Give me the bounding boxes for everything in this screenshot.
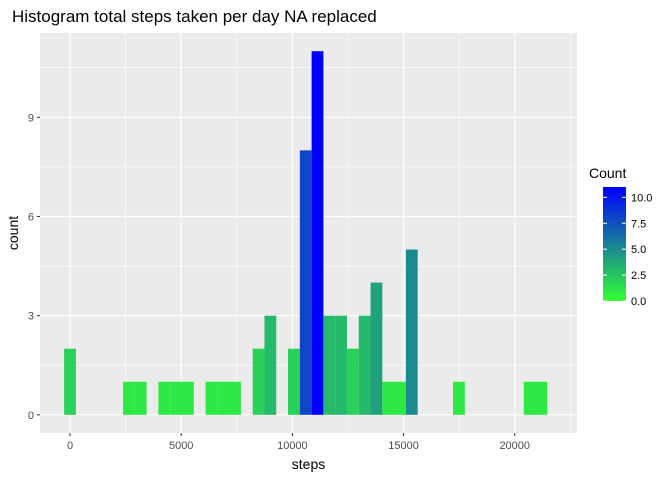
legend-tick-label: 2.5 xyxy=(631,270,646,282)
histogram-bar xyxy=(405,249,418,415)
histogram-bar xyxy=(535,381,548,415)
legend: Count 0.0 2.5 5.0 7.5 10.0 xyxy=(589,165,652,308)
histogram-bar xyxy=(346,348,359,415)
y-tick-label: 9 xyxy=(28,112,34,124)
histogram-bar xyxy=(64,348,76,415)
histogram-bar xyxy=(217,381,230,415)
histogram-bar xyxy=(229,381,241,415)
histogram-bar xyxy=(158,381,171,415)
histogram-bar xyxy=(523,381,536,415)
histogram-bar xyxy=(311,51,324,415)
legend-tick-label: 5.0 xyxy=(631,244,646,256)
histogram-bar xyxy=(205,381,218,415)
legend-colorbar xyxy=(603,187,626,301)
y-tick-label: 0 xyxy=(28,410,34,422)
histogram-bar xyxy=(299,150,312,415)
y-axis: 0 3 6 9 xyxy=(28,112,40,422)
histogram-bars xyxy=(64,51,548,415)
histogram-bar xyxy=(170,381,182,415)
y-axis-label: count xyxy=(5,216,21,250)
x-tick-label: 15000 xyxy=(388,440,419,452)
histogram-bar xyxy=(134,381,147,415)
legend-tick-label: 10.0 xyxy=(631,192,652,204)
x-tick-label: 10000 xyxy=(277,440,308,452)
legend-ticks: 0.0 2.5 5.0 7.5 10.0 xyxy=(603,192,652,308)
x-axis: 0 5000 10000 15000 20000 xyxy=(67,433,530,452)
y-tick-label: 6 xyxy=(28,211,34,223)
x-tick-label: 0 xyxy=(67,440,73,452)
histogram-bar xyxy=(394,381,406,415)
legend-tick-label: 7.5 xyxy=(631,218,646,230)
histogram-bar xyxy=(358,315,371,415)
histogram-bar xyxy=(453,381,465,415)
chart-title: Histogram total steps taken per day NA r… xyxy=(12,7,377,26)
y-tick-label: 3 xyxy=(28,311,34,323)
x-tick-label: 5000 xyxy=(169,440,193,452)
histogram-bar xyxy=(123,381,135,415)
histogram-bar xyxy=(323,315,336,415)
histogram-bar xyxy=(382,381,395,415)
legend-tick-label: 0.0 xyxy=(631,296,646,308)
x-tick-label: 20000 xyxy=(499,440,530,452)
histogram-bar xyxy=(370,282,383,415)
histogram-bar xyxy=(335,315,347,415)
histogram-bar xyxy=(264,315,277,415)
histogram-bar xyxy=(288,348,300,415)
histogram-bar xyxy=(252,348,265,415)
legend-title: Count xyxy=(589,165,626,181)
x-axis-label: steps xyxy=(292,456,325,472)
histogram-bar xyxy=(181,381,194,415)
